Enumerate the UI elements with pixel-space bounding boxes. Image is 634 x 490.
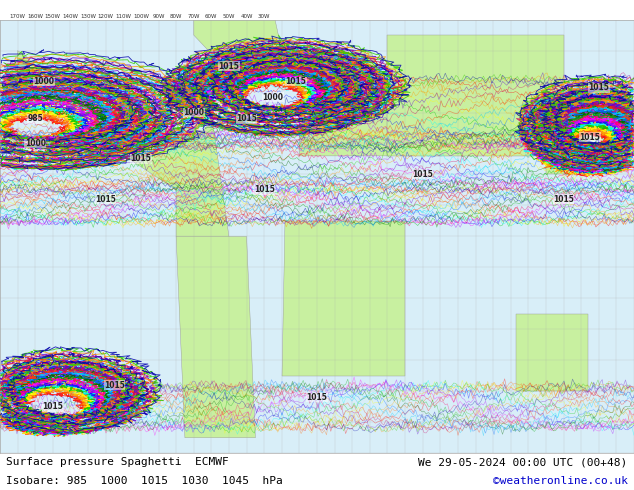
Polygon shape bbox=[546, 128, 573, 174]
Text: Surface pressure Spaghetti  ECMWF: Surface pressure Spaghetti ECMWF bbox=[6, 458, 229, 467]
Polygon shape bbox=[299, 50, 387, 156]
Text: 50W: 50W bbox=[223, 14, 235, 19]
Text: Isobare: 985  1000  1015  1030  1045  hPa: Isobare: 985 1000 1015 1030 1045 hPa bbox=[6, 476, 283, 486]
Text: 1015: 1015 bbox=[588, 83, 609, 92]
Text: 1015: 1015 bbox=[104, 381, 125, 390]
Text: 170W: 170W bbox=[10, 14, 25, 19]
Polygon shape bbox=[176, 237, 256, 438]
Text: 985: 985 bbox=[27, 114, 43, 123]
Polygon shape bbox=[387, 35, 564, 156]
Text: 1015: 1015 bbox=[131, 154, 152, 164]
Text: 90W: 90W bbox=[152, 14, 165, 19]
Text: 100W: 100W bbox=[133, 14, 149, 19]
Text: 150W: 150W bbox=[45, 14, 61, 19]
Text: 1015: 1015 bbox=[579, 133, 600, 142]
Text: ©weatheronline.co.uk: ©weatheronline.co.uk bbox=[493, 476, 628, 486]
Polygon shape bbox=[516, 314, 588, 392]
Polygon shape bbox=[326, 50, 366, 88]
Polygon shape bbox=[281, 221, 405, 376]
Text: 130W: 130W bbox=[80, 14, 96, 19]
Text: 1015: 1015 bbox=[553, 195, 574, 204]
Text: 1015: 1015 bbox=[307, 393, 327, 402]
Text: 40W: 40W bbox=[240, 14, 253, 19]
Polygon shape bbox=[18, 50, 229, 268]
Text: 1015: 1015 bbox=[412, 170, 433, 179]
Text: 110W: 110W bbox=[115, 14, 131, 19]
Text: 1015: 1015 bbox=[42, 402, 63, 411]
Text: 60W: 60W bbox=[205, 14, 217, 19]
Text: 1000: 1000 bbox=[25, 139, 46, 148]
Text: 1000: 1000 bbox=[262, 93, 283, 101]
Text: 30W: 30W bbox=[258, 14, 271, 19]
Text: 80W: 80W bbox=[170, 14, 183, 19]
Text: 1015: 1015 bbox=[254, 185, 275, 195]
Text: 1015: 1015 bbox=[236, 114, 257, 123]
Text: 1000: 1000 bbox=[183, 108, 204, 117]
Text: 70W: 70W bbox=[188, 14, 200, 19]
Text: 160W: 160W bbox=[27, 14, 43, 19]
Text: 1015: 1015 bbox=[285, 77, 306, 86]
Text: 1015: 1015 bbox=[219, 62, 240, 71]
Polygon shape bbox=[194, 10, 281, 81]
Text: 120W: 120W bbox=[98, 14, 113, 19]
Text: 1015: 1015 bbox=[95, 195, 116, 204]
Text: We 29-05-2024 00:00 UTC (00+48): We 29-05-2024 00:00 UTC (00+48) bbox=[418, 458, 628, 467]
Text: 1000: 1000 bbox=[34, 77, 55, 86]
Text: 140W: 140W bbox=[62, 14, 79, 19]
